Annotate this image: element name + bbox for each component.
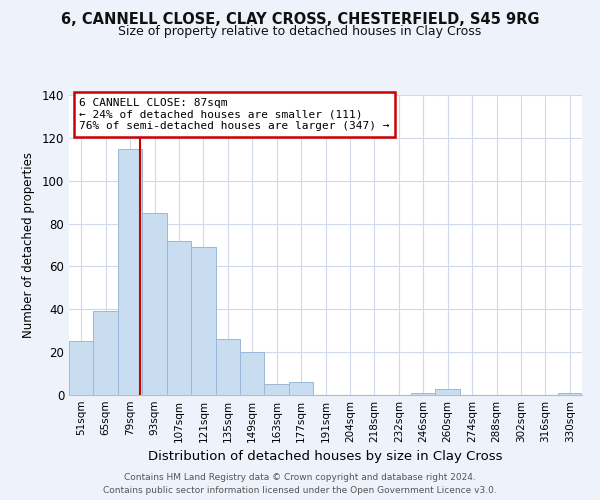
Bar — [118, 148, 142, 395]
X-axis label: Distribution of detached houses by size in Clay Cross: Distribution of detached houses by size … — [148, 450, 503, 464]
Bar — [167, 240, 191, 395]
Y-axis label: Number of detached properties: Number of detached properties — [22, 152, 35, 338]
Text: Contains HM Land Registry data © Crown copyright and database right 2024.
Contai: Contains HM Land Registry data © Crown c… — [103, 474, 497, 495]
Bar — [240, 352, 265, 395]
Bar — [289, 382, 313, 395]
Text: 6 CANNELL CLOSE: 87sqm
← 24% of detached houses are smaller (111)
76% of semi-de: 6 CANNELL CLOSE: 87sqm ← 24% of detached… — [79, 98, 390, 131]
Bar — [411, 393, 436, 395]
Bar — [191, 247, 215, 395]
Bar — [142, 213, 167, 395]
Bar — [215, 340, 240, 395]
Bar — [94, 312, 118, 395]
Bar — [557, 393, 582, 395]
Text: 6, CANNELL CLOSE, CLAY CROSS, CHESTERFIELD, S45 9RG: 6, CANNELL CLOSE, CLAY CROSS, CHESTERFIE… — [61, 12, 539, 28]
Bar — [69, 342, 94, 395]
Text: Size of property relative to detached houses in Clay Cross: Size of property relative to detached ho… — [118, 25, 482, 38]
Bar — [436, 388, 460, 395]
Bar — [265, 384, 289, 395]
